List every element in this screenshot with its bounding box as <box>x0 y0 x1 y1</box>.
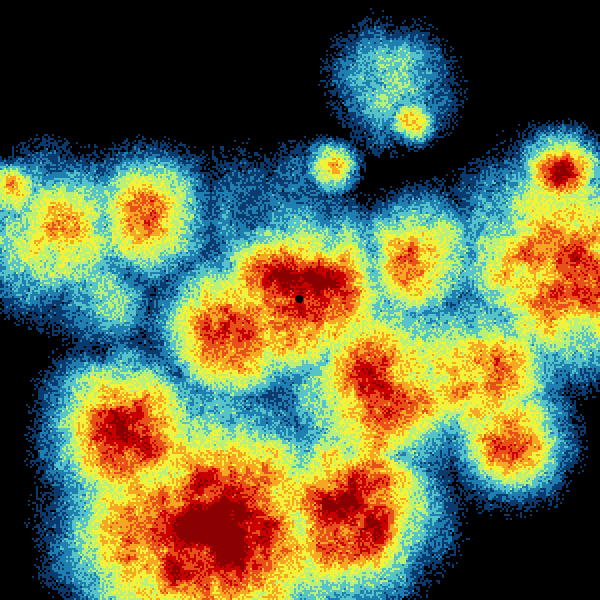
radar-site-marker <box>295 295 303 303</box>
